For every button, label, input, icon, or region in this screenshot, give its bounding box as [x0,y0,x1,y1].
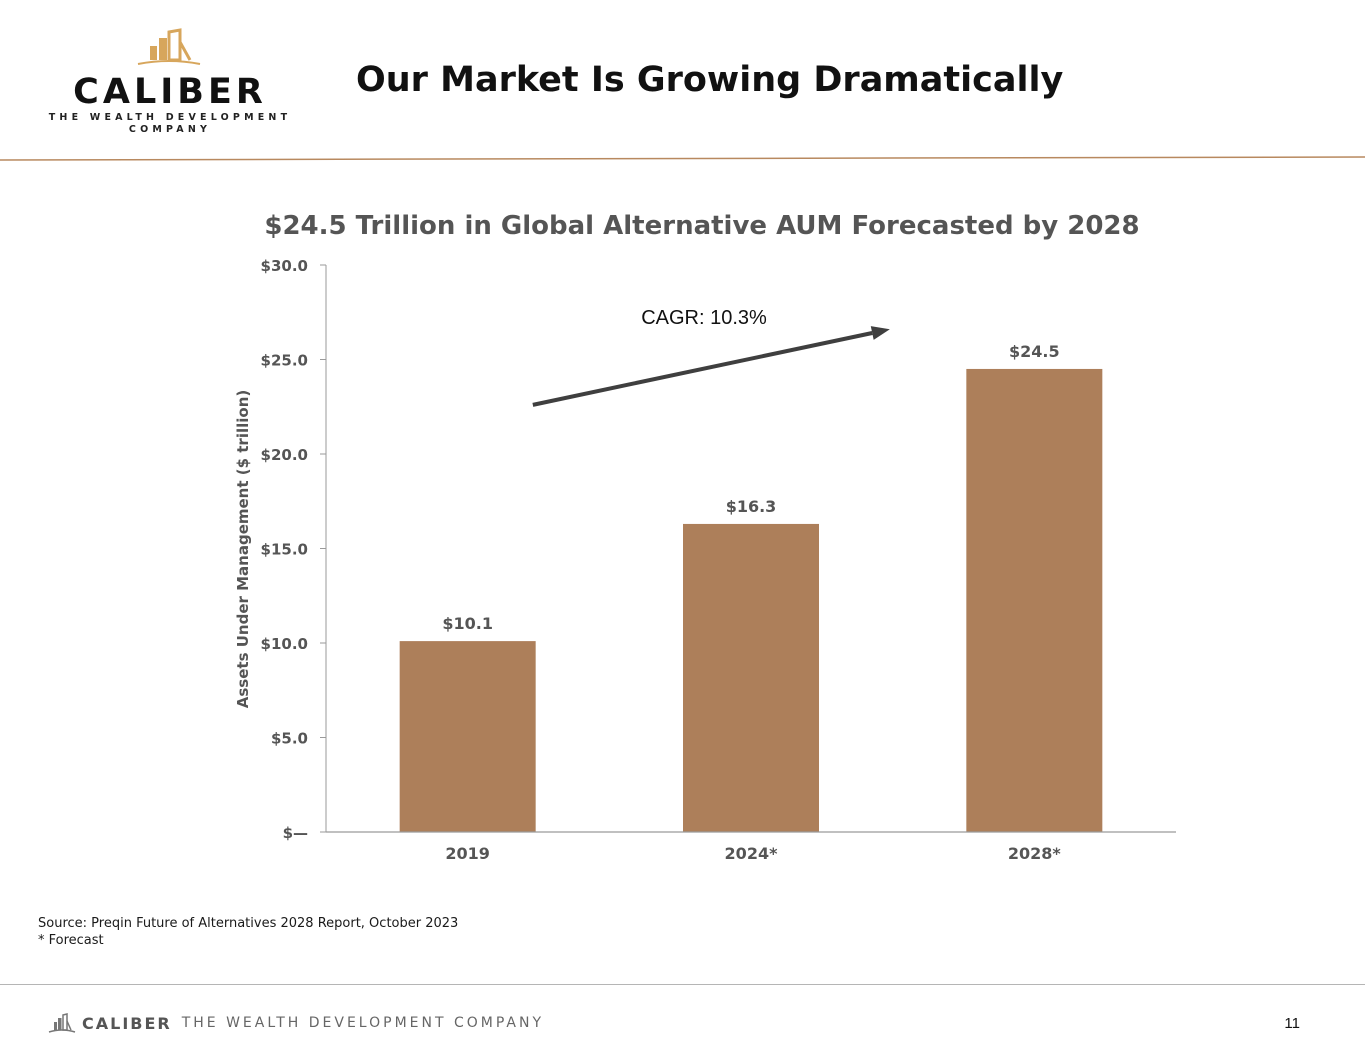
footer-brand-tagline: THE WEALTH DEVELOPMENT COMPANY [181,1015,544,1031]
logo-tagline: THE WEALTH DEVELOPMENT COMPANY [40,112,300,136]
cagr-label: CAGR: 10.3% [641,307,767,329]
y-tick-label: $5.0 [271,730,308,748]
x-axis: 2019 2024* 2028* [326,831,1176,863]
y-tick-label: $20.0 [261,446,308,464]
y-tick-label: $25.0 [261,352,308,370]
cagr-annotation: CAGR: 10.3% [532,307,890,407]
logo-tagline-line1: THE WEALTH DEVELOPMENT [48,112,292,123]
y-tick-label: $— [283,824,308,842]
caliber-logo: CALIBER THE WEALTH DEVELOPMENT COMPANY [40,28,300,138]
page-number: 11 [1284,1015,1300,1032]
bar-1 [683,523,819,832]
source-citation: Source: Preqin Future of Alternatives 20… [38,916,459,931]
header-divider [0,156,1365,161]
building-logo-icon [48,1013,76,1033]
forecast-footnote: * Forecast [38,933,104,948]
cagr-arrow-head [870,326,890,340]
building-logo-icon [137,28,201,65]
cagr-arrow-line [532,331,873,407]
source-notes: Source: Preqin Future of Alternatives 20… [38,915,458,949]
bar-0 [399,641,536,832]
x-tick-label: 2028* [1008,844,1062,863]
logo-tagline-line2: COMPANY [128,124,212,135]
bar-2 [966,368,1103,832]
y-tick-label: $30.0 [261,257,308,275]
page-title: Our Market Is Growing Dramatically [356,60,1064,100]
y-tick-label: $15.0 [261,541,308,559]
footer-brand: CALIBER THE WEALTH DEVELOPMENT COMPANY [48,1010,544,1036]
y-tick-label: $10.0 [261,635,308,653]
bar-value-label: $10.1 [442,614,493,633]
bar-value-label: $24.5 [1009,342,1060,361]
chart-title: $24.5 Trillion in Global Alternative AUM… [264,211,1139,241]
x-tick-label: 2019 [445,844,490,863]
footer-divider [0,984,1365,985]
y-axis-label: Assets Under Management ($ trillion) [234,390,252,708]
aum-bar-chart: $24.5 Trillion in Global Alternative AUM… [234,211,1176,863]
footer-brand-name: CALIBER [82,1013,172,1033]
bar-value-label: $16.3 [726,497,777,516]
x-tick-label: 2024* [725,844,779,863]
logo-wordmark: CALIBER [73,72,267,112]
bars: $10.1 $16.3 $24.5 [399,342,1103,832]
y-axis: $— $5.0 $10.0 $15.0 $20.0 $25.0 $30.0 [261,257,327,842]
